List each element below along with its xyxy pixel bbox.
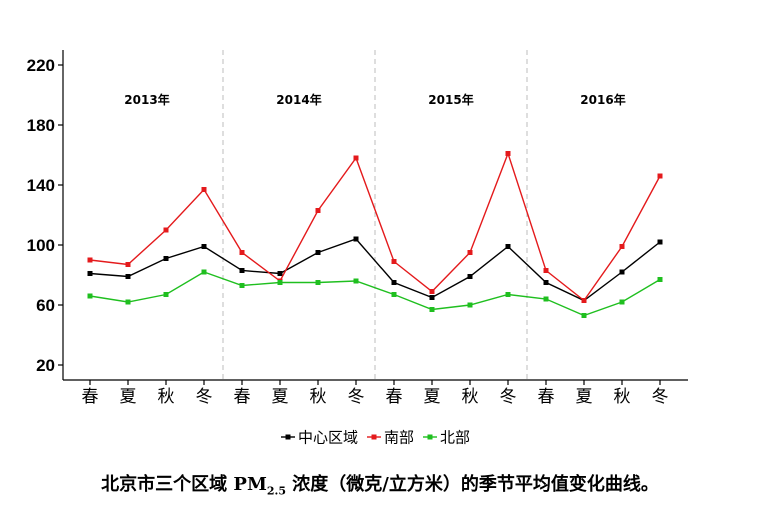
x-tick-label: 冬 <box>348 387 365 407</box>
legend: 中心区域 南部 北部 <box>281 429 470 447</box>
data-point <box>315 250 321 255</box>
legend-key-marker <box>285 434 291 440</box>
y-tick-label: 180 <box>27 116 55 135</box>
x-tick-label: 冬 <box>196 387 213 407</box>
y-ticks: 20 60 100 140 180 220 <box>27 56 63 375</box>
data-point <box>505 151 511 156</box>
figure-caption: 北京市三个区域 PM2.5 浓度（微克/立方米）的季节平均值变化曲线。 <box>0 470 760 498</box>
data-point <box>201 269 207 275</box>
data-point <box>239 283 245 288</box>
data-point <box>543 268 549 273</box>
year-label: 2015年 <box>428 92 473 107</box>
year-label: 2016年 <box>580 92 625 107</box>
year-label: 2013年 <box>124 92 169 107</box>
y-tick-label: 100 <box>27 236 55 255</box>
x-tick-label: 秋 <box>158 387 175 407</box>
data-point <box>581 298 587 303</box>
data-point <box>163 292 169 297</box>
x-ticks: 春夏秋冬春夏秋冬春夏秋冬春夏秋冬 <box>82 380 669 407</box>
x-tick-label: 夏 <box>120 387 137 407</box>
series-layer <box>87 151 663 318</box>
x-tick-label: 秋 <box>614 387 631 407</box>
data-point <box>391 292 397 297</box>
y-tick-label: 60 <box>36 296 55 315</box>
data-point <box>657 173 663 179</box>
data-point <box>353 236 359 242</box>
data-point <box>201 187 207 192</box>
legend-key-marker <box>427 434 433 440</box>
data-point <box>581 313 587 318</box>
data-point <box>277 280 283 285</box>
data-point <box>315 208 321 213</box>
series-南部 <box>87 151 663 303</box>
data-point <box>353 278 359 284</box>
x-tick-label: 秋 <box>310 387 327 407</box>
pm25-seasonal-line-chart: 2013年 2014年 2015年 2016年 20 60 100 140 180 220 春 夏… <box>27 50 688 447</box>
data-point <box>163 227 169 233</box>
data-point <box>353 155 359 161</box>
data-point <box>87 271 93 276</box>
data-point <box>125 274 131 279</box>
legend-key-marker <box>371 434 377 440</box>
x-tick-label: 秋 <box>462 387 479 407</box>
data-point <box>429 289 435 294</box>
series-line <box>89 151 661 302</box>
data-point <box>505 292 511 297</box>
data-point <box>619 269 625 275</box>
data-point <box>619 244 625 249</box>
caption-suffix: 浓度（微克/立方米）的季节平均值变化曲线。 <box>286 474 659 495</box>
data-point <box>505 244 511 249</box>
data-point <box>467 274 473 279</box>
data-point <box>201 244 207 249</box>
series-line <box>89 271 661 317</box>
data-point <box>391 280 397 285</box>
series-line <box>89 238 661 302</box>
y-tick-label: 220 <box>27 56 55 75</box>
x-tick-label: 冬 <box>500 387 517 407</box>
year-label: 2014年 <box>276 92 321 107</box>
data-point <box>125 299 131 305</box>
legend-label: 北部 <box>440 429 470 447</box>
data-point <box>619 299 625 305</box>
x-tick-label: 冬 <box>652 387 669 407</box>
data-point <box>467 302 473 308</box>
x-tick-label: 夏 <box>576 387 593 407</box>
data-point <box>543 296 549 302</box>
x-tick-label: 春 <box>234 387 251 407</box>
data-point <box>391 259 397 264</box>
y-tick-label: 140 <box>27 176 55 195</box>
data-point <box>163 256 169 261</box>
data-point <box>239 250 245 255</box>
series-中心区域 <box>87 236 663 303</box>
data-point <box>543 280 549 285</box>
x-tick-label: 夏 <box>424 387 441 407</box>
legend-label: 南部 <box>384 429 414 447</box>
data-point <box>315 280 321 285</box>
year-labels: 2013年 2014年 2015年 2016年 <box>124 92 625 107</box>
legend-item: 南部 <box>367 429 414 447</box>
legend-item: 北部 <box>423 429 470 447</box>
data-point <box>277 271 283 276</box>
year-dividers <box>222 50 528 380</box>
data-point <box>657 239 663 245</box>
data-point <box>467 250 473 255</box>
series-北部 <box>87 269 663 318</box>
data-point <box>429 307 435 312</box>
x-tick-label: 夏 <box>272 387 289 407</box>
x-tick-label: 春 <box>538 387 555 407</box>
x-tick-label: 春 <box>386 387 403 407</box>
caption-prefix: 北京市三个区域 PM <box>101 474 267 495</box>
y-tick-label: 20 <box>36 356 55 375</box>
legend-label: 中心区域 <box>298 429 358 447</box>
data-point <box>239 268 245 273</box>
caption-subscript: 2.5 <box>266 484 287 498</box>
data-point <box>657 277 663 282</box>
data-point <box>429 295 435 300</box>
data-point <box>87 293 93 299</box>
data-point <box>87 257 93 263</box>
data-point <box>125 262 131 267</box>
legend-item: 中心区域 <box>281 429 358 447</box>
x-tick-label: 春 <box>82 387 99 407</box>
